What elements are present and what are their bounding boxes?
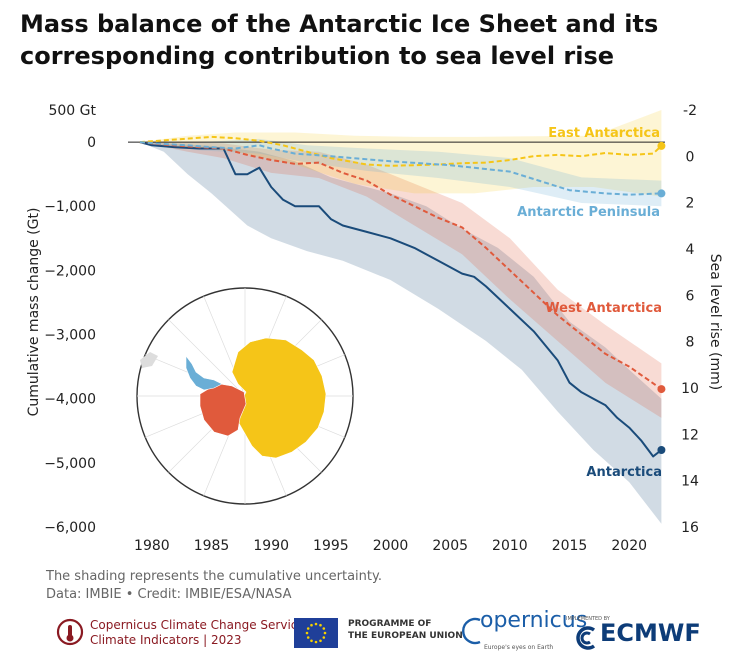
ecmwf-logo-text: ECMWF [600, 619, 701, 647]
y2-tick-label: 12 [681, 427, 699, 443]
band-antarctic-peninsula [139, 138, 662, 207]
x-tick-label: 1985 [194, 538, 230, 554]
y2-tick-label: 14 [681, 474, 699, 490]
uncertainty-bands [139, 110, 662, 524]
chart-note: The shading represents the cumulative un… [46, 568, 382, 604]
x-axis: 1980 1985 1990 1995 2000 2005 2010 2015 2020 [134, 538, 647, 554]
eu-line-2: THE EUROPEAN UNION [348, 631, 463, 641]
series-lines [139, 135, 666, 458]
x-tick-label: 1995 [313, 538, 349, 554]
line-antarctic-peninsula [139, 141, 662, 196]
line-west-antarctica [139, 141, 662, 390]
y2-tick-label: 10 [681, 381, 699, 397]
endpoint-antarctica [657, 446, 666, 455]
x-tick-label: 2020 [611, 538, 647, 554]
x-tick-label: 2010 [492, 538, 528, 554]
y-tick-label: 0 [87, 135, 96, 151]
y-tick-label: −2,000 [44, 263, 96, 279]
x-tick-label: 1980 [134, 538, 170, 554]
y-axis-right: -2 0 2 4 6 8 10 12 14 16 [681, 103, 699, 536]
band-east-antarctica [139, 110, 662, 197]
y2-tick-label: 4 [686, 242, 695, 258]
endpoint-antarctic-peninsula [657, 189, 666, 198]
antarctica-inset-map [136, 287, 354, 505]
x-tick-label: 2015 [552, 538, 588, 554]
line-antarctica [139, 141, 663, 458]
y-tick-label: −6,000 [44, 520, 96, 536]
copernicus-tagline: Europe's eyes on Earth [484, 644, 554, 651]
y-tick-label: −1,000 [44, 199, 96, 215]
eu-line-1: PROGRAMME OF [348, 619, 432, 629]
endpoint-west-antarctica [657, 385, 666, 394]
y2-tick-label: -2 [683, 103, 697, 119]
y-axis-title: Cumulative mass change (Gt) [26, 208, 42, 417]
y2-axis-title: Sea level rise (mm) [707, 254, 723, 390]
endpoint-east-antarctica [657, 141, 666, 150]
eu-flag-icon [294, 618, 338, 648]
c3s-logo-icon [56, 618, 84, 646]
y2-tick-label: 2 [686, 196, 695, 212]
y-axis-left: 500 Gt 0 −1,000 −2,000 −3,000 −4,000 −5,000 −6,… [44, 103, 96, 536]
south-america-tip [140, 352, 158, 368]
y2-tick-label: 6 [686, 288, 695, 304]
x-tick-label: 2000 [373, 538, 409, 554]
copernicus-logo-text: opernicus [480, 608, 588, 633]
x-tick-label: 2005 [432, 538, 468, 554]
footer-logos: Copernicus Climate Change Service Climat… [0, 610, 756, 664]
x-tick-label: 1990 [253, 538, 289, 554]
copernicus-logo-icon [462, 617, 481, 645]
chart-canvas: 500 Gt 0 −1,000 −2,000 −3,000 −4,000 −5,000 −6,… [26, 103, 723, 554]
c3s-name: Copernicus Climate Change Service [90, 618, 305, 632]
ecmwf-logo-icon [576, 626, 596, 650]
c3s-logo-text: Copernicus Climate Change Service Climat… [90, 618, 305, 648]
y2-tick-label: 0 [686, 149, 695, 165]
band-west-antarctica [139, 142, 662, 418]
eu-programme-text: PROGRAMME OF THE EUROPEAN UNION [348, 618, 463, 642]
line-east-antarctica [139, 135, 663, 167]
series-labels: Antarctica West Antarctica East Antarctica… [517, 126, 662, 480]
label-antarctica: Antarctica [586, 465, 662, 480]
label-east-antarctica: East Antarctica [548, 126, 660, 141]
y-tick-label: −5,000 [44, 456, 96, 472]
band-antarctica [139, 142, 662, 524]
note-credit: Data: IMBIE • Credit: IMBIE/ESA/NASA [46, 587, 292, 602]
ecmwf-implemented-by: IMPLEMENTED BY [566, 616, 610, 622]
y-tick-label: −4,000 [44, 392, 96, 408]
c3s-subtitle: Climate Indicators | 2023 [90, 633, 242, 647]
note-uncertainty: The shading represents the cumulative un… [46, 569, 382, 584]
y2-tick-label: 16 [681, 520, 699, 536]
chart-title: Mass balance of the Antarctic Ice Sheet … [20, 10, 659, 70]
y-tick-label: −3,000 [44, 328, 96, 344]
label-antarctic-peninsula: Antarctic Peninsula [517, 205, 660, 220]
y-tick-label: 500 Gt [48, 103, 96, 119]
antarctic-peninsula-region [185, 355, 223, 391]
label-west-antarctica: West Antarctica [545, 301, 662, 316]
y2-tick-label: 8 [686, 335, 695, 351]
